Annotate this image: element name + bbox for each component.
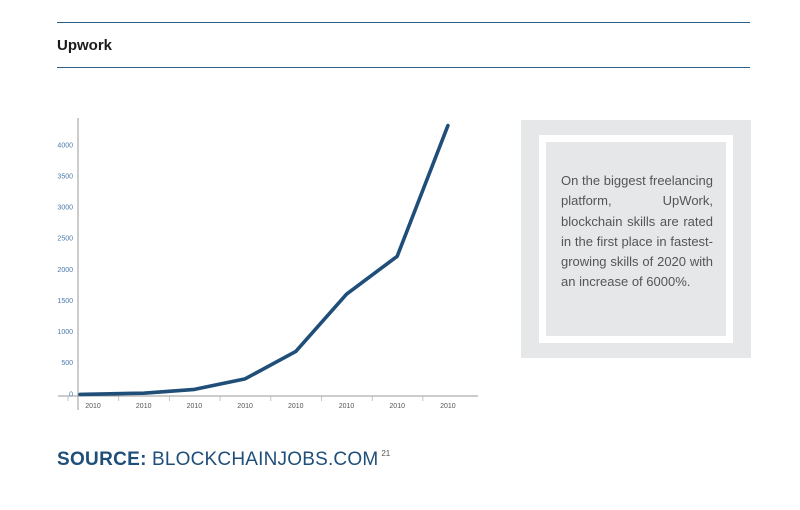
x-tick-label: 2010 [440,403,456,410]
y-tick-label: 0 [69,391,73,398]
y-tick-label: 4000 [57,142,73,149]
x-tick-label: 2010 [85,403,101,410]
x-tick-label: 2010 [288,403,304,410]
title-underline [57,67,750,68]
y-tick-label: 3000 [57,205,73,212]
callout-text: On the biggest freelancing platform, UpW… [561,173,713,290]
y-tick-label: 500 [61,360,73,367]
source-label: SOURCE: [57,449,147,470]
top-rule [57,22,750,23]
x-tick-label: 2010 [136,403,152,410]
y-tick-label: 1000 [57,329,73,336]
y-tick-label: 2000 [57,267,73,274]
callout-panel [546,142,726,336]
x-tick-label: 2010 [339,403,355,410]
chart-axes [58,118,478,410]
source-site: BLOCKCHAINJOBS.COM [152,449,379,470]
section-title: Upwork [57,37,113,54]
series-line [78,123,450,397]
y-tick-label: 1500 [57,298,73,305]
x-tick-labels: 2010 2010 2010 2010 2010 2010 2010 2010 [67,396,456,410]
y-tick-label: 2500 [57,236,73,243]
footnote-ref: 21 [381,449,391,458]
x-tick-label: 2010 [389,403,405,410]
y-tick-label: 3500 [57,174,73,181]
source-credit: SOURCE: BLOCKCHAINJOBS.COM 21 [57,449,390,471]
x-tick-label: 2010 [237,403,253,410]
y-tick-labels: 0 500 1000 1500 2000 2500 3000 3500 4000 [57,142,73,398]
chart-series [78,123,450,397]
x-tick-label: 2010 [187,403,203,410]
